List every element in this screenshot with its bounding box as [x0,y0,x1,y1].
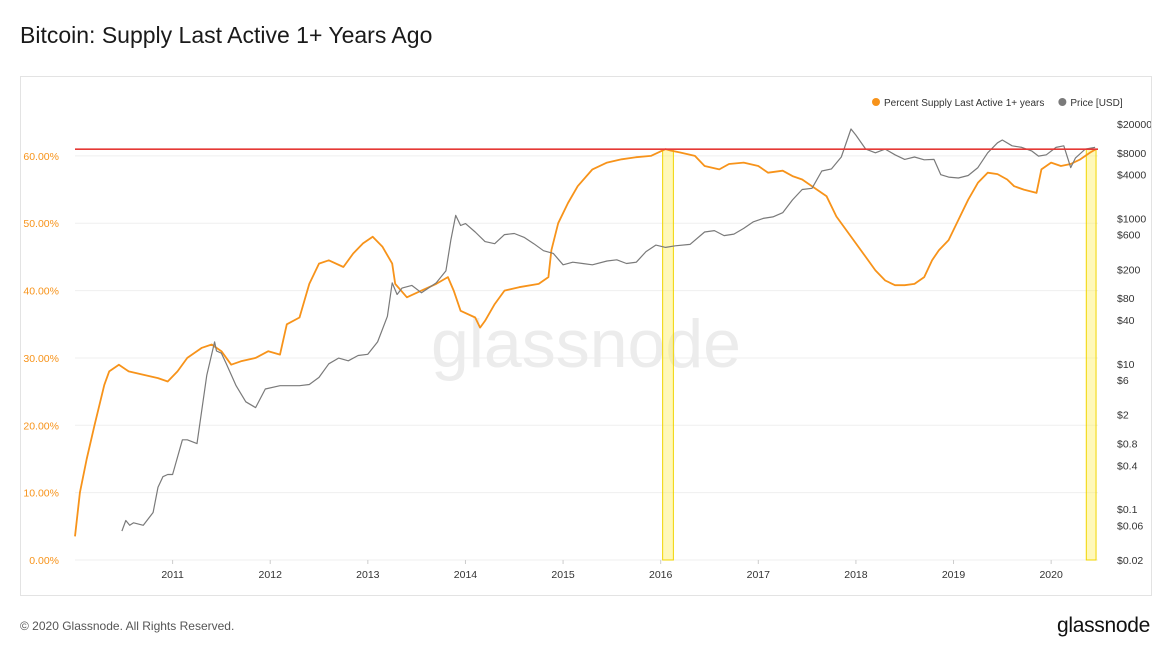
y-left-tick-label: 50.00% [23,218,59,230]
legend-marker [872,98,880,106]
x-tick-label: 2016 [649,569,673,581]
y-right-tick-label: $600 [1117,230,1141,242]
legend[interactable]: Percent Supply Last Active 1+ years Price… [872,98,1123,109]
x-tick-label: 2018 [844,569,868,581]
y-left-tick-label: 60.00% [23,151,59,163]
series-line-supply [74,148,1097,537]
y-right-tick-label: $0.1 [1117,504,1138,516]
highlight-band [1085,148,1097,561]
page-title: Bitcoin: Supply Last Active 1+ Years Ago [20,22,433,48]
y-right-tick-label: $20000 [1117,119,1151,131]
y-left-tick-label: 10.00% [23,488,59,500]
y-left-tick-label: 20.00% [23,420,59,432]
y-right-tick-label: $2 [1117,410,1129,422]
y-right-tick-label: $8000 [1117,148,1146,160]
y-left-tick-label: 30.00% [23,353,59,365]
x-tick-label: 2017 [747,569,771,581]
legend-marker [1058,98,1067,106]
x-tick-label: 2019 [942,569,966,581]
x-tick-label: 2014 [454,569,478,581]
y-right-tick-label: $0.02 [1117,555,1143,567]
glassnode-logo[interactable]: glassnode [1056,614,1150,637]
x-tick-label: 2015 [551,569,575,581]
x-tick-label: 2011 [161,569,184,581]
series-layer [74,128,1098,537]
chart-container: glassnode 0.00% 10.00% 20.00% 30.00% 40.00% 5… [20,76,1152,596]
y-right-tick-label: $0.4 [1117,460,1138,472]
x-tick-label: 2020 [1039,569,1063,581]
y-right-tick-label: $1000 [1117,213,1146,225]
y-right-tick-label: $4000 [1117,170,1146,182]
y-right-tick-label: $0.06 [1117,520,1143,532]
x-tick-label: 2013 [356,569,380,581]
legend-label: Price [USD] [1070,98,1122,109]
grid-layer [75,155,1098,561]
series-line-price [121,128,1096,532]
y-right-tick-label: $6 [1117,375,1129,387]
legend-label: Percent Supply Last Active 1+ years [884,98,1044,109]
x-tick-label: 2012 [259,569,283,581]
y-right-tick-label: $200 [1117,264,1141,276]
axis-layer: 0.00% 10.00% 20.00% 30.00% 40.00% 50.00% 60.00… [23,119,1152,581]
y-right-tick-label: $40 [1117,315,1135,327]
copyright-text: © 2020 Glassnode. All Rights Reserved. [20,619,235,633]
chart-svg: glassnode 0.00% 10.00% 20.00% 30.00% 40.00% 5… [23,98,1152,581]
highlight-band [662,148,674,561]
y-right-tick-label: $0.8 [1117,439,1138,451]
y-right-tick-label: $10 [1117,359,1135,371]
watermark: glassnode [431,306,741,382]
y-left-tick-label: 40.00% [23,286,59,298]
y-left-tick-label: 0.00% [29,555,59,567]
y-right-tick-label: $80 [1117,293,1135,305]
